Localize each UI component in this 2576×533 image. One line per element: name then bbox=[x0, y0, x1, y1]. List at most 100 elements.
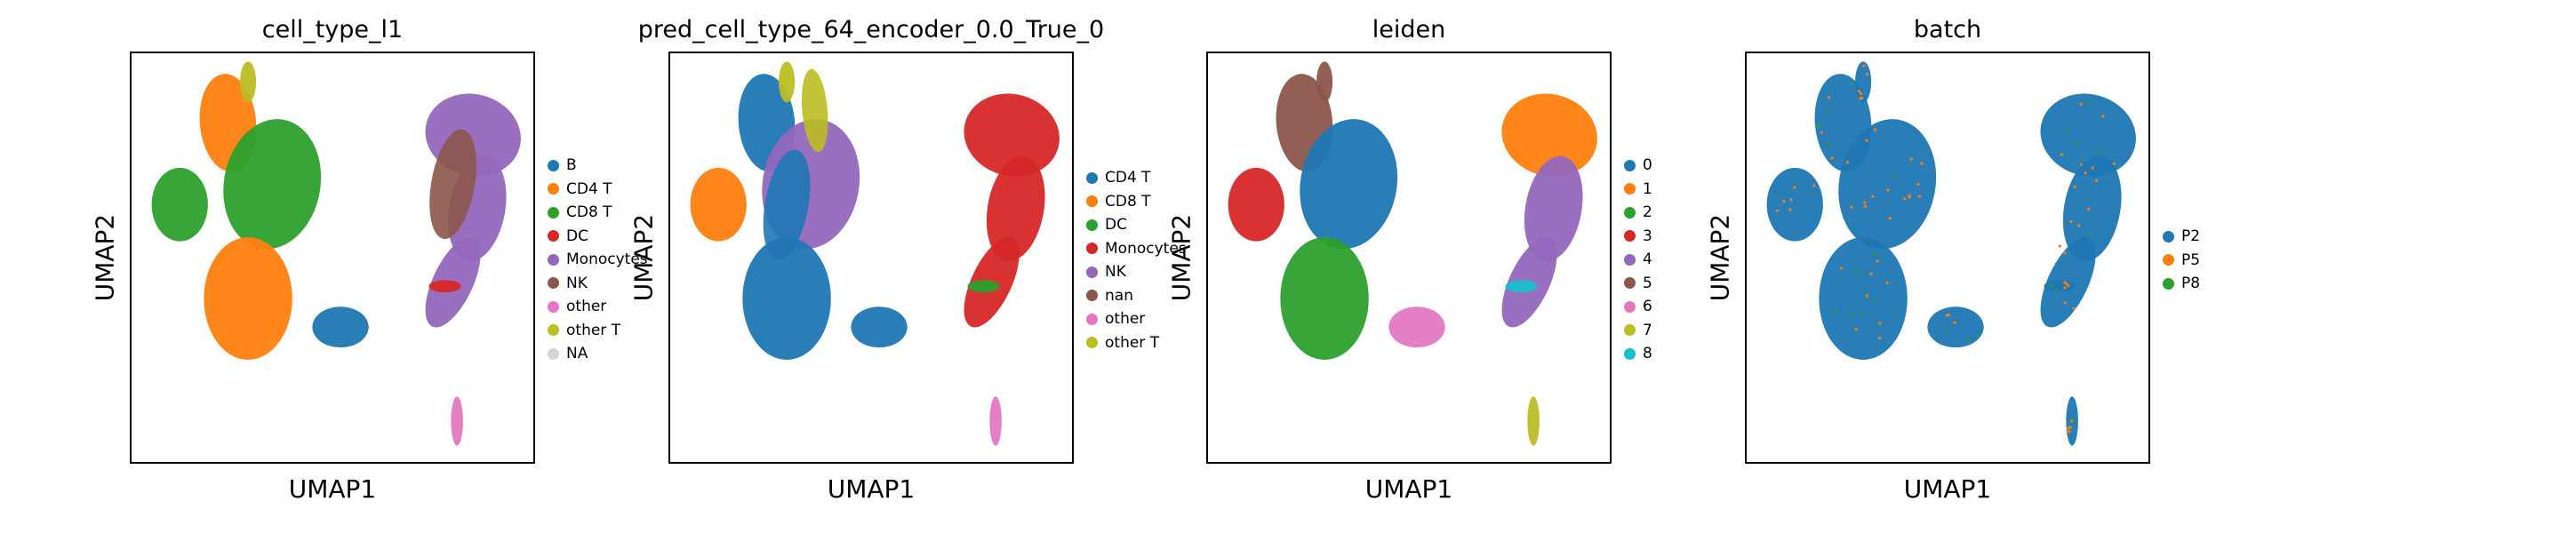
batch-point bbox=[2060, 153, 2063, 155]
legend-swatch bbox=[548, 230, 559, 242]
legend-swatch bbox=[1086, 337, 1098, 348]
legend-swatch bbox=[1624, 324, 1636, 336]
batch-point bbox=[1872, 299, 1875, 302]
batch-point bbox=[2063, 251, 2066, 254]
batch-point bbox=[1790, 198, 1793, 201]
batch-point bbox=[1828, 108, 1830, 111]
batch-point bbox=[1855, 328, 1858, 330]
legend-label: other T bbox=[566, 322, 620, 339]
batch-point bbox=[2087, 208, 2090, 211]
legend-item: CD8 T bbox=[1086, 190, 1187, 214]
batch-point bbox=[2069, 426, 2072, 428]
legend-label: 4 bbox=[1643, 251, 1652, 268]
batch-point bbox=[1865, 139, 1868, 142]
batch-point bbox=[2098, 149, 2100, 152]
legend-label: 7 bbox=[1643, 322, 1652, 339]
cluster-lower-mass bbox=[1280, 237, 1368, 360]
batch-point bbox=[2050, 283, 2052, 286]
legend-label: CD4 T bbox=[1105, 169, 1151, 187]
batch-point bbox=[1856, 274, 1859, 276]
cluster-crescent-tip bbox=[2044, 280, 2076, 292]
legend-label: 6 bbox=[1643, 298, 1652, 315]
legend-label: CD8 T bbox=[566, 203, 612, 221]
batch-point bbox=[1892, 174, 1895, 177]
batch-point bbox=[1852, 314, 1854, 316]
x-axis-label: UMAP1 bbox=[289, 474, 377, 504]
cluster-top-spike bbox=[1316, 61, 1332, 102]
cluster-small-lower-blob bbox=[1388, 306, 1444, 347]
batch-point bbox=[2086, 100, 2089, 103]
legend-swatch bbox=[548, 348, 559, 360]
cluster-left-blob bbox=[152, 168, 208, 242]
cluster-left-blob bbox=[1767, 168, 1823, 242]
batch-point bbox=[2092, 167, 2094, 170]
legend-swatch bbox=[548, 160, 559, 171]
legend-label: P5 bbox=[2181, 251, 2200, 269]
batch-point bbox=[1874, 252, 1876, 255]
panel-title: batch bbox=[1914, 16, 1981, 44]
cluster-crescent-tip bbox=[428, 280, 460, 292]
panel-title: leiden bbox=[1372, 16, 1445, 44]
batch-point bbox=[2077, 224, 2080, 227]
legend-label: other bbox=[566, 298, 606, 315]
batch-point bbox=[2073, 307, 2076, 310]
cluster-bottom-strip bbox=[451, 396, 463, 445]
legend-swatch bbox=[1086, 219, 1098, 231]
legend-label: 0 bbox=[1643, 156, 1652, 174]
legend-swatch bbox=[548, 183, 559, 195]
batch-point bbox=[1878, 322, 1881, 324]
batch-point bbox=[1910, 158, 1913, 161]
legend-swatch bbox=[1086, 172, 1098, 184]
batch-point bbox=[2064, 301, 2067, 304]
legend-label: other bbox=[1105, 310, 1145, 328]
scatter-plot-area bbox=[1206, 52, 1612, 464]
legend-item: CD4 T bbox=[1086, 166, 1187, 190]
legend-swatch bbox=[1086, 266, 1098, 278]
legend-label: B bbox=[566, 156, 577, 174]
legend-swatch bbox=[2163, 254, 2174, 266]
legend-label: 1 bbox=[1643, 180, 1652, 198]
batch-point bbox=[2101, 115, 2104, 117]
legend-swatch bbox=[1624, 301, 1636, 313]
legend-swatch bbox=[548, 324, 559, 336]
batch-point bbox=[2076, 142, 2078, 145]
legend-label: CD4 T bbox=[566, 180, 612, 198]
batch-point bbox=[1886, 188, 1889, 191]
legend-label: NK bbox=[1105, 263, 1126, 281]
cluster-lower-mass bbox=[204, 237, 292, 360]
legend-item: 8 bbox=[1624, 342, 1652, 366]
batch-point bbox=[1920, 162, 1923, 164]
cluster-small-lower-blob bbox=[851, 306, 907, 347]
legend-item: 7 bbox=[1624, 319, 1652, 343]
batch-point bbox=[2067, 284, 2069, 287]
legend-swatch bbox=[1086, 290, 1098, 301]
y-axis-label: UMAP2 bbox=[1167, 214, 1196, 302]
batch-point bbox=[1846, 161, 1849, 163]
batch-point bbox=[2055, 290, 2058, 292]
scatter-plot-area bbox=[668, 52, 1074, 464]
batch-point bbox=[2070, 419, 2073, 422]
legend-item: P8 bbox=[2163, 272, 2200, 296]
batch-point bbox=[1793, 186, 1796, 188]
legend-swatch bbox=[1086, 243, 1098, 254]
x-axis-label: UMAP1 bbox=[828, 474, 916, 504]
batch-point bbox=[1874, 128, 1876, 131]
batch-point bbox=[1889, 217, 1892, 219]
cluster-bottom-strip bbox=[1527, 396, 1540, 445]
batch-point bbox=[1976, 334, 1979, 337]
legend-item: 3 bbox=[1624, 225, 1652, 249]
batch-point bbox=[1908, 194, 1910, 196]
legend-swatch bbox=[548, 254, 559, 266]
batch-point bbox=[1946, 314, 1948, 317]
scatter-svg bbox=[1747, 53, 2148, 462]
batch-point bbox=[2087, 234, 2090, 236]
batch-point bbox=[1860, 97, 1863, 99]
batch-point bbox=[1866, 294, 1868, 297]
legend-item: 1 bbox=[1624, 178, 1652, 202]
legend-item: other bbox=[1086, 307, 1187, 331]
batch-point bbox=[1863, 202, 1866, 204]
legend-swatch bbox=[1086, 195, 1098, 207]
legend-label: P8 bbox=[2181, 274, 2200, 292]
scatter-plot-area bbox=[1745, 52, 2150, 464]
